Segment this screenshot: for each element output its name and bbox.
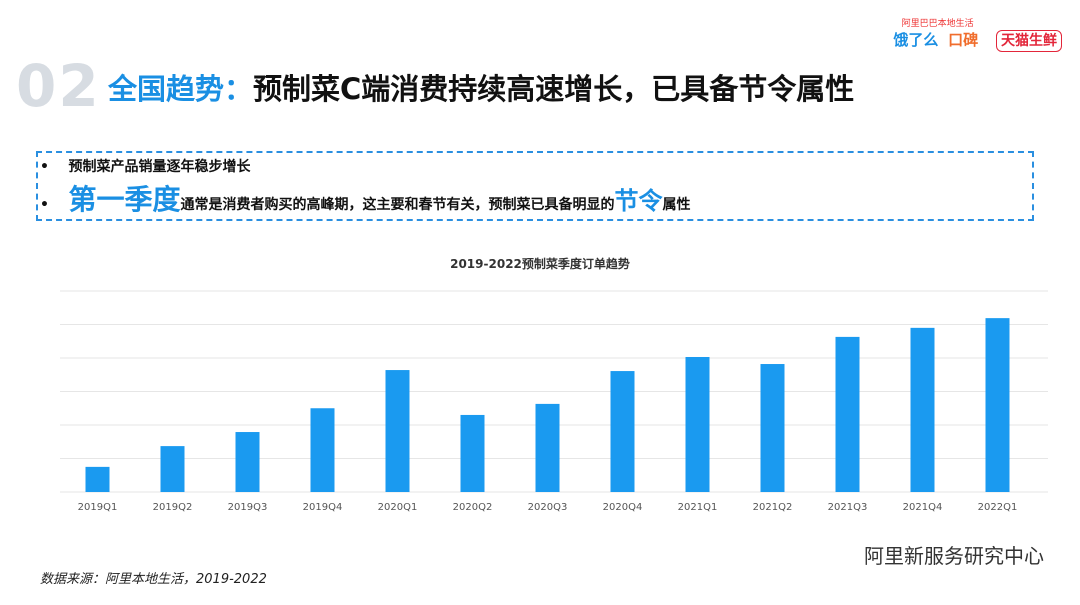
x-tick-label: 2019Q4 — [303, 502, 343, 513]
bar — [235, 432, 260, 492]
bullet: • 预制菜产品销量逐年稳步增长 — [40, 159, 251, 175]
bar — [985, 318, 1010, 492]
bar — [385, 370, 410, 492]
watermark: 阿里新服务研究中心 — [864, 544, 1044, 568]
logo: 天猫生鲜 — [996, 30, 1062, 52]
logo-caption: 阿里巴巴本地生活 — [901, 19, 974, 29]
x-tick-label: 2020Q1 — [378, 502, 418, 513]
x-tick-label: 2019Q2 — [153, 502, 193, 513]
bullet: • 第一季度通常是消费者购买的高峰期，这主要和春节有关，预制菜已具备明显的节令属… — [40, 183, 691, 216]
chart-title: 2019-2022预制菜季度订单趋势 — [450, 256, 630, 271]
logo: 口碑 — [948, 31, 979, 49]
emphasis: 节令 — [614, 187, 663, 215]
emphasis: 第一季度 — [68, 183, 181, 216]
bar — [835, 336, 860, 492]
bar — [310, 408, 335, 492]
x-tick-label: 2022Q1 — [978, 502, 1018, 513]
bar — [760, 364, 785, 492]
bullet-text: 预制菜产品销量逐年稳步增长 — [68, 159, 251, 175]
x-tick-label: 2021Q1 — [678, 502, 718, 513]
x-tick-label: 2020Q2 — [453, 502, 493, 513]
bar — [460, 414, 485, 492]
section-number: 02 — [16, 52, 101, 120]
highlight-box — [36, 151, 1034, 221]
bar — [910, 327, 935, 492]
bullet-text: 通常是消费者购买的高峰期，这主要和春节有关，预制菜已具备明显的 — [180, 197, 615, 213]
logo: 饿了么 — [893, 31, 939, 49]
x-tick-label: 2021Q2 — [753, 502, 793, 513]
source: 数据来源：阿里本地生活，2019-2022 — [40, 572, 267, 587]
x-tick-label: 2020Q4 — [603, 502, 643, 513]
title: 全国趋势：预制菜C端消费持续高速增长，已具备节令属性 — [108, 66, 854, 108]
logos: 阿里巴巴本地生活 饿了么 口碑 天猫生鲜 — [893, 16, 1062, 52]
x-tick-label: 2019Q3 — [228, 502, 268, 513]
bar — [85, 466, 110, 492]
x-tick-label: 2021Q4 — [903, 502, 943, 513]
bar — [160, 446, 185, 492]
title-lead: 全国趋势： — [108, 72, 254, 106]
x-tick-label: 2019Q1 — [78, 502, 118, 513]
bar — [610, 371, 635, 492]
title-text: 预制菜C端消费持续高速增长，已具备节令属性 — [253, 72, 855, 106]
x-tick-label: 2021Q3 — [828, 502, 868, 513]
bullet-text: 属性 — [662, 197, 691, 213]
bar — [685, 356, 710, 492]
x-tick-label: 2020Q3 — [528, 502, 568, 513]
bar — [535, 403, 560, 492]
